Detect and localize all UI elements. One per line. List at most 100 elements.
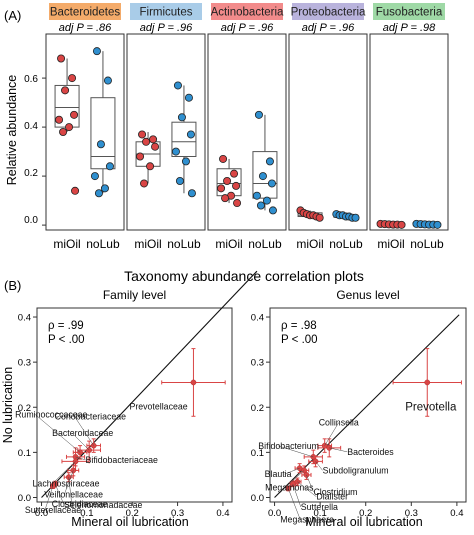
xtick-label: 0.2 [359, 508, 372, 519]
panel-a-ylabel: Relative abundance [5, 75, 19, 186]
category-label: noLub [86, 237, 120, 251]
label-leader [52, 461, 76, 484]
point-label: Megasphaera [280, 514, 334, 524]
label-leader [68, 477, 72, 505]
ytick-label: 0.4 [18, 313, 31, 324]
point-label: Bifidobacteriaceae [86, 455, 158, 465]
data-point-noLub [96, 140, 105, 149]
data-point-miOil [55, 115, 64, 124]
point-label: Clostridiaceae [52, 499, 108, 509]
point-label: Veillonellaceae [44, 489, 103, 499]
panel-b-label: (B) [4, 278, 21, 293]
ytick-label: 0.6 [24, 74, 38, 85]
family-level-plot: Family level 0.0 0.0 0.1 0.1 0.2 0.2 0.3 0.3 0.4 0… [15, 270, 258, 519]
category-label: noLub [167, 237, 201, 251]
category-label: miOil [53, 237, 80, 251]
ytick-label: 0.0 [24, 215, 38, 226]
data-point-miOil [57, 54, 66, 63]
data-point-noLub [262, 196, 271, 205]
label-leader [324, 422, 339, 446]
facet-strip-label: Actinobacteria [211, 7, 284, 19]
ytick-label: 0.2 [18, 403, 31, 414]
xtick-label: 0.3 [405, 508, 418, 519]
data-point-noLub [90, 172, 99, 181]
ytick-label: 0.0 [18, 493, 31, 504]
point-label: Selenomonadaceae [64, 500, 142, 510]
box-noLub [90, 97, 116, 170]
xtick-label: 0.0 [268, 508, 281, 519]
facet-strip [49, 3, 121, 20]
xtick-label: 0.4 [450, 508, 463, 519]
xtick-label: 0.4 [216, 508, 229, 519]
point-label: Clostridium [313, 487, 357, 497]
ytick-label: 0.1 [251, 448, 264, 459]
data-point-noLub [181, 157, 190, 166]
point-label: Blautia [265, 469, 292, 479]
panel-b-xlabel-family: Mineral oil lubrication [71, 515, 188, 529]
point-label: Bifidobacterium [258, 441, 319, 451]
data-point-noLub [184, 93, 193, 102]
xtick-label: 0.2 [126, 508, 139, 519]
panel-b-ylabel: No lubrication [1, 367, 15, 443]
category-label: miOil [296, 237, 323, 251]
ytick-label: 0.2 [251, 403, 264, 414]
data-point-miOil [65, 123, 74, 132]
point-label: Sutterella [301, 502, 338, 512]
label-leader [287, 488, 301, 520]
data-point-noLub [268, 206, 277, 215]
data-point-miOil [138, 130, 147, 139]
ytick-label: 0.1 [18, 448, 31, 459]
point-label: Dialister [316, 492, 348, 502]
ytick-label: 0.2 [24, 168, 38, 179]
data-point-miOil [397, 220, 406, 229]
facet-actinobacteria: Actinobacteria adj P = .96 miOil noLub [207, 3, 287, 251]
data-point-miOil [142, 137, 151, 146]
label-leader [54, 483, 65, 506]
stat-p: P < .00 [48, 334, 85, 346]
genus-level-plot: Genus level 0.0 0.0 0.1 0.1 0.2 0.2 0.3 0.3 0.4 0.… [251, 288, 467, 524]
data-point-miOil [230, 169, 239, 178]
point-label: Ruminococcaceae [15, 409, 87, 419]
data-point-miOil [315, 213, 324, 222]
facet-frame [45, 33, 125, 231]
plot-frame [36, 307, 233, 503]
data-point-noLub [265, 157, 274, 166]
plot-title: Family level [103, 288, 166, 302]
data-point-noLub [187, 189, 196, 198]
data-point-miOil [151, 142, 160, 151]
label-leader [64, 470, 74, 495]
facet-strip [211, 3, 283, 20]
data-point-prevotellaceae [161, 348, 226, 417]
facet-stat-label: adj P = .98 [383, 22, 436, 34]
data-point-miOil [61, 86, 70, 95]
stat-p: P < .00 [281, 334, 318, 346]
category-label: noLub [329, 237, 363, 251]
facet-strip [130, 3, 202, 20]
data-point-noLub [92, 47, 101, 56]
category-label: noLub [410, 237, 444, 251]
panel-a-ytick-labels: 0.0 0.2 0.4 0.6 [24, 74, 38, 226]
label-leader [75, 456, 86, 461]
facet-firmicutes: Firmicutes adj P = .96 miOil noLub [126, 3, 206, 251]
point-label: Sutterellaceae [25, 505, 81, 515]
data-point-noLub [103, 76, 112, 85]
point-label: Coriobacteriaceae [55, 412, 127, 422]
data-point-miOil [149, 135, 158, 144]
data-point-noLub [186, 130, 195, 139]
data-point-miOil [136, 152, 145, 161]
data-point-noLub [258, 172, 267, 181]
panel-b-scatterplots: Family level 0.0 0.0 0.1 0.1 0.2 0.2 0.3 0.3 0.4 0… [15, 270, 467, 524]
facet-strip-label: Fusobacteria [376, 7, 443, 19]
stat-rho: ρ = .98 [281, 320, 317, 332]
data-point-noLub [105, 162, 114, 171]
label-leader [44, 486, 54, 511]
facet-stat-label: adj P = .96 [302, 22, 355, 34]
point-label: Bacteroidaceae [52, 428, 113, 438]
facet-fusobacteria: Fusobacteria adj P = .98 miOil noLub [369, 3, 449, 251]
xtick-label: 0.0 [35, 508, 48, 519]
ytick-label: 0.4 [251, 313, 264, 324]
data-point-miOil [217, 184, 226, 193]
ytick-label: 0.3 [18, 358, 31, 369]
facet-strip [373, 3, 445, 20]
data-point-noLub [267, 179, 276, 188]
